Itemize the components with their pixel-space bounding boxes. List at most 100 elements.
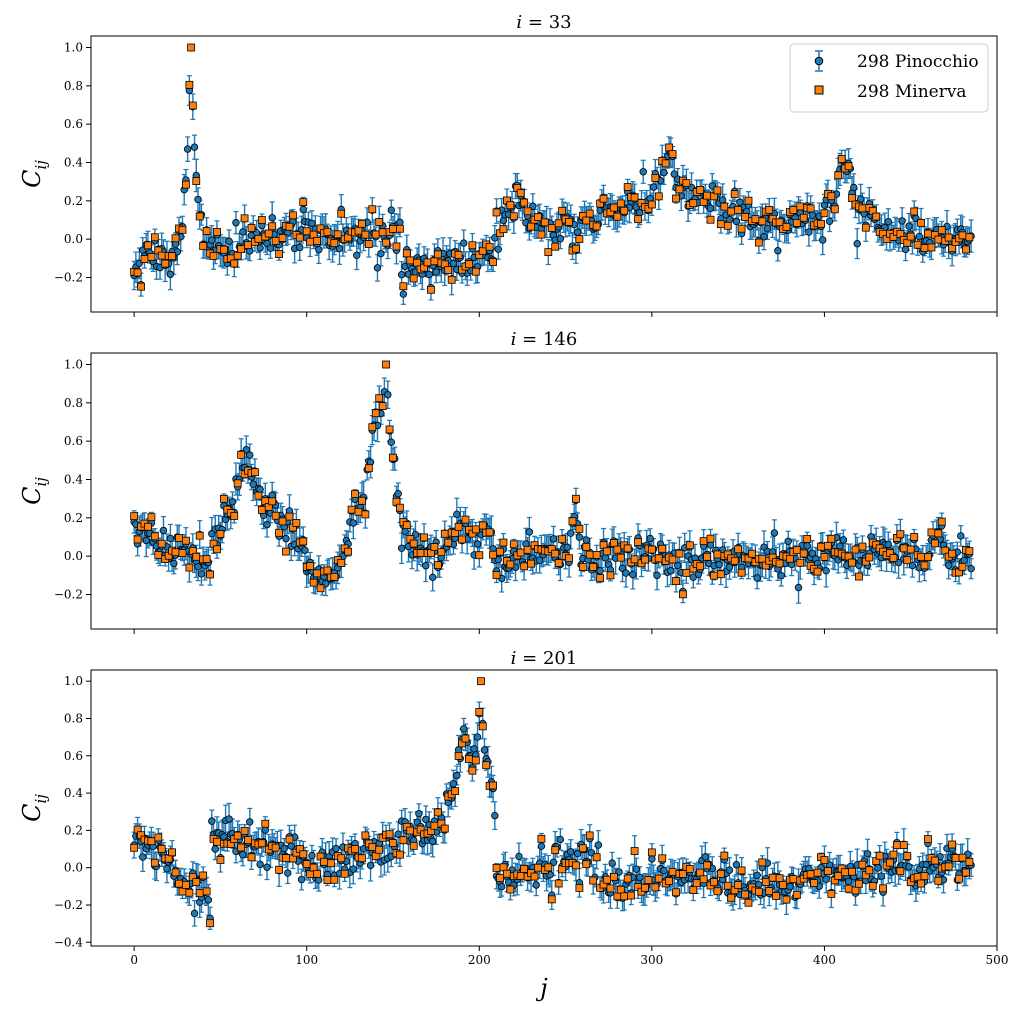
minerva-point [706, 215, 715, 224]
minerva-point [782, 222, 791, 231]
minerva-point [509, 540, 518, 549]
minerva-point [351, 490, 359, 498]
minerva-point [848, 558, 856, 567]
minerva-point [192, 552, 201, 561]
minerva-point [306, 237, 315, 246]
minerva-point [313, 569, 321, 578]
minerva-point [275, 250, 284, 258]
legend-minerva-marker [814, 85, 824, 95]
minerva-point [703, 552, 711, 561]
minerva-point [295, 233, 304, 242]
minerva-point [551, 549, 560, 558]
pinocchio-point [582, 536, 590, 544]
pinocchio-point [256, 244, 264, 252]
minerva-point [827, 192, 836, 201]
minerva-point [271, 237, 280, 245]
minerva-point [620, 206, 629, 215]
minerva-point [485, 528, 494, 537]
panel-1-ytick-label: −0.2 [54, 271, 83, 285]
panel-1-yticks: −0.2 0.0 0.2 0.4 0.6 0.8 1.0 [54, 41, 91, 285]
pinocchio-point [397, 270, 406, 279]
pinocchio-point [884, 217, 892, 226]
minerva-point [775, 559, 784, 568]
pinocchio-point [349, 519, 358, 527]
pinocchio-point [901, 245, 910, 254]
minerva-point [654, 192, 663, 201]
minerva-point [399, 282, 408, 291]
minerva-point [730, 190, 739, 199]
minerva-point [754, 238, 763, 247]
minerva-point [585, 550, 594, 559]
panel-1-ytick-label: 1.0 [64, 41, 83, 55]
minerva-point [672, 194, 680, 203]
pinocchio-point [301, 546, 309, 554]
pinocchio-point [159, 526, 168, 535]
minerva-point [582, 542, 591, 551]
pinocchio-point [808, 549, 817, 558]
minerva-point [299, 198, 308, 207]
minerva-point [285, 222, 294, 231]
minerva-point [765, 205, 774, 214]
minerva-point [865, 553, 874, 562]
minerva-point [268, 222, 277, 231]
pinocchio-point [494, 245, 502, 253]
minerva-point [247, 224, 256, 232]
pinocchio-point [715, 560, 723, 569]
minerva-point [330, 239, 339, 248]
minerva-point [775, 218, 784, 227]
minerva-point [703, 191, 711, 200]
pinocchio-point [774, 247, 782, 255]
pinocchio-point [822, 567, 830, 575]
minerva-point [527, 222, 535, 231]
minerva-point [575, 524, 584, 533]
panel-2-ylabel: Cij [18, 477, 50, 505]
minerva-point [337, 209, 346, 218]
minerva-point [430, 257, 439, 266]
pinocchio-point [649, 183, 658, 191]
pinocchio-point [884, 540, 892, 549]
legend-entry-pinocchio: 298 Pinocchio [814, 50, 979, 72]
minerva-point [706, 534, 715, 543]
minerva-point [924, 553, 932, 561]
minerva-point [734, 206, 743, 214]
minerva-point [696, 186, 705, 194]
panel-1-ytick-label: 0.0 [64, 232, 83, 246]
minerva-point [361, 510, 370, 519]
pinocchio-point [629, 570, 637, 579]
minerva-point [375, 394, 384, 403]
minerva-point [917, 218, 925, 227]
minerva-point [461, 515, 470, 524]
legend-pinocchio-label: 298 Pinocchio [857, 52, 979, 72]
minerva-point [679, 590, 687, 599]
minerva-point [858, 204, 867, 213]
minerva-point [606, 571, 615, 580]
minerva-point [551, 242, 560, 251]
minerva-point [478, 521, 487, 530]
minerva-point [858, 542, 867, 551]
pinocchio-point [399, 290, 408, 298]
pinocchio-point [770, 529, 779, 537]
minerva-point [817, 542, 825, 551]
minerva-point [582, 216, 591, 225]
minerva-point [509, 212, 518, 221]
pinocchio-point [601, 554, 609, 562]
minerva-point [219, 494, 228, 503]
minerva-point [751, 215, 760, 224]
minerva-point [616, 199, 625, 208]
minerva-point [309, 578, 318, 587]
pinocchio-point [228, 498, 237, 506]
minerva-point [641, 555, 649, 564]
legend-pinocchio-marker [814, 56, 824, 66]
minerva-point [827, 534, 836, 543]
minerva-point [416, 549, 425, 557]
minerva-point [219, 245, 228, 254]
minerva-point [330, 573, 339, 581]
minerva-point [185, 80, 194, 89]
pinocchio-point [239, 228, 247, 236]
minerva-point [716, 220, 725, 229]
minerva-point [402, 249, 411, 258]
pinocchio-point [194, 195, 202, 204]
minerva-point [910, 533, 919, 541]
minerva-point [499, 225, 508, 234]
minerva-point [699, 537, 708, 546]
